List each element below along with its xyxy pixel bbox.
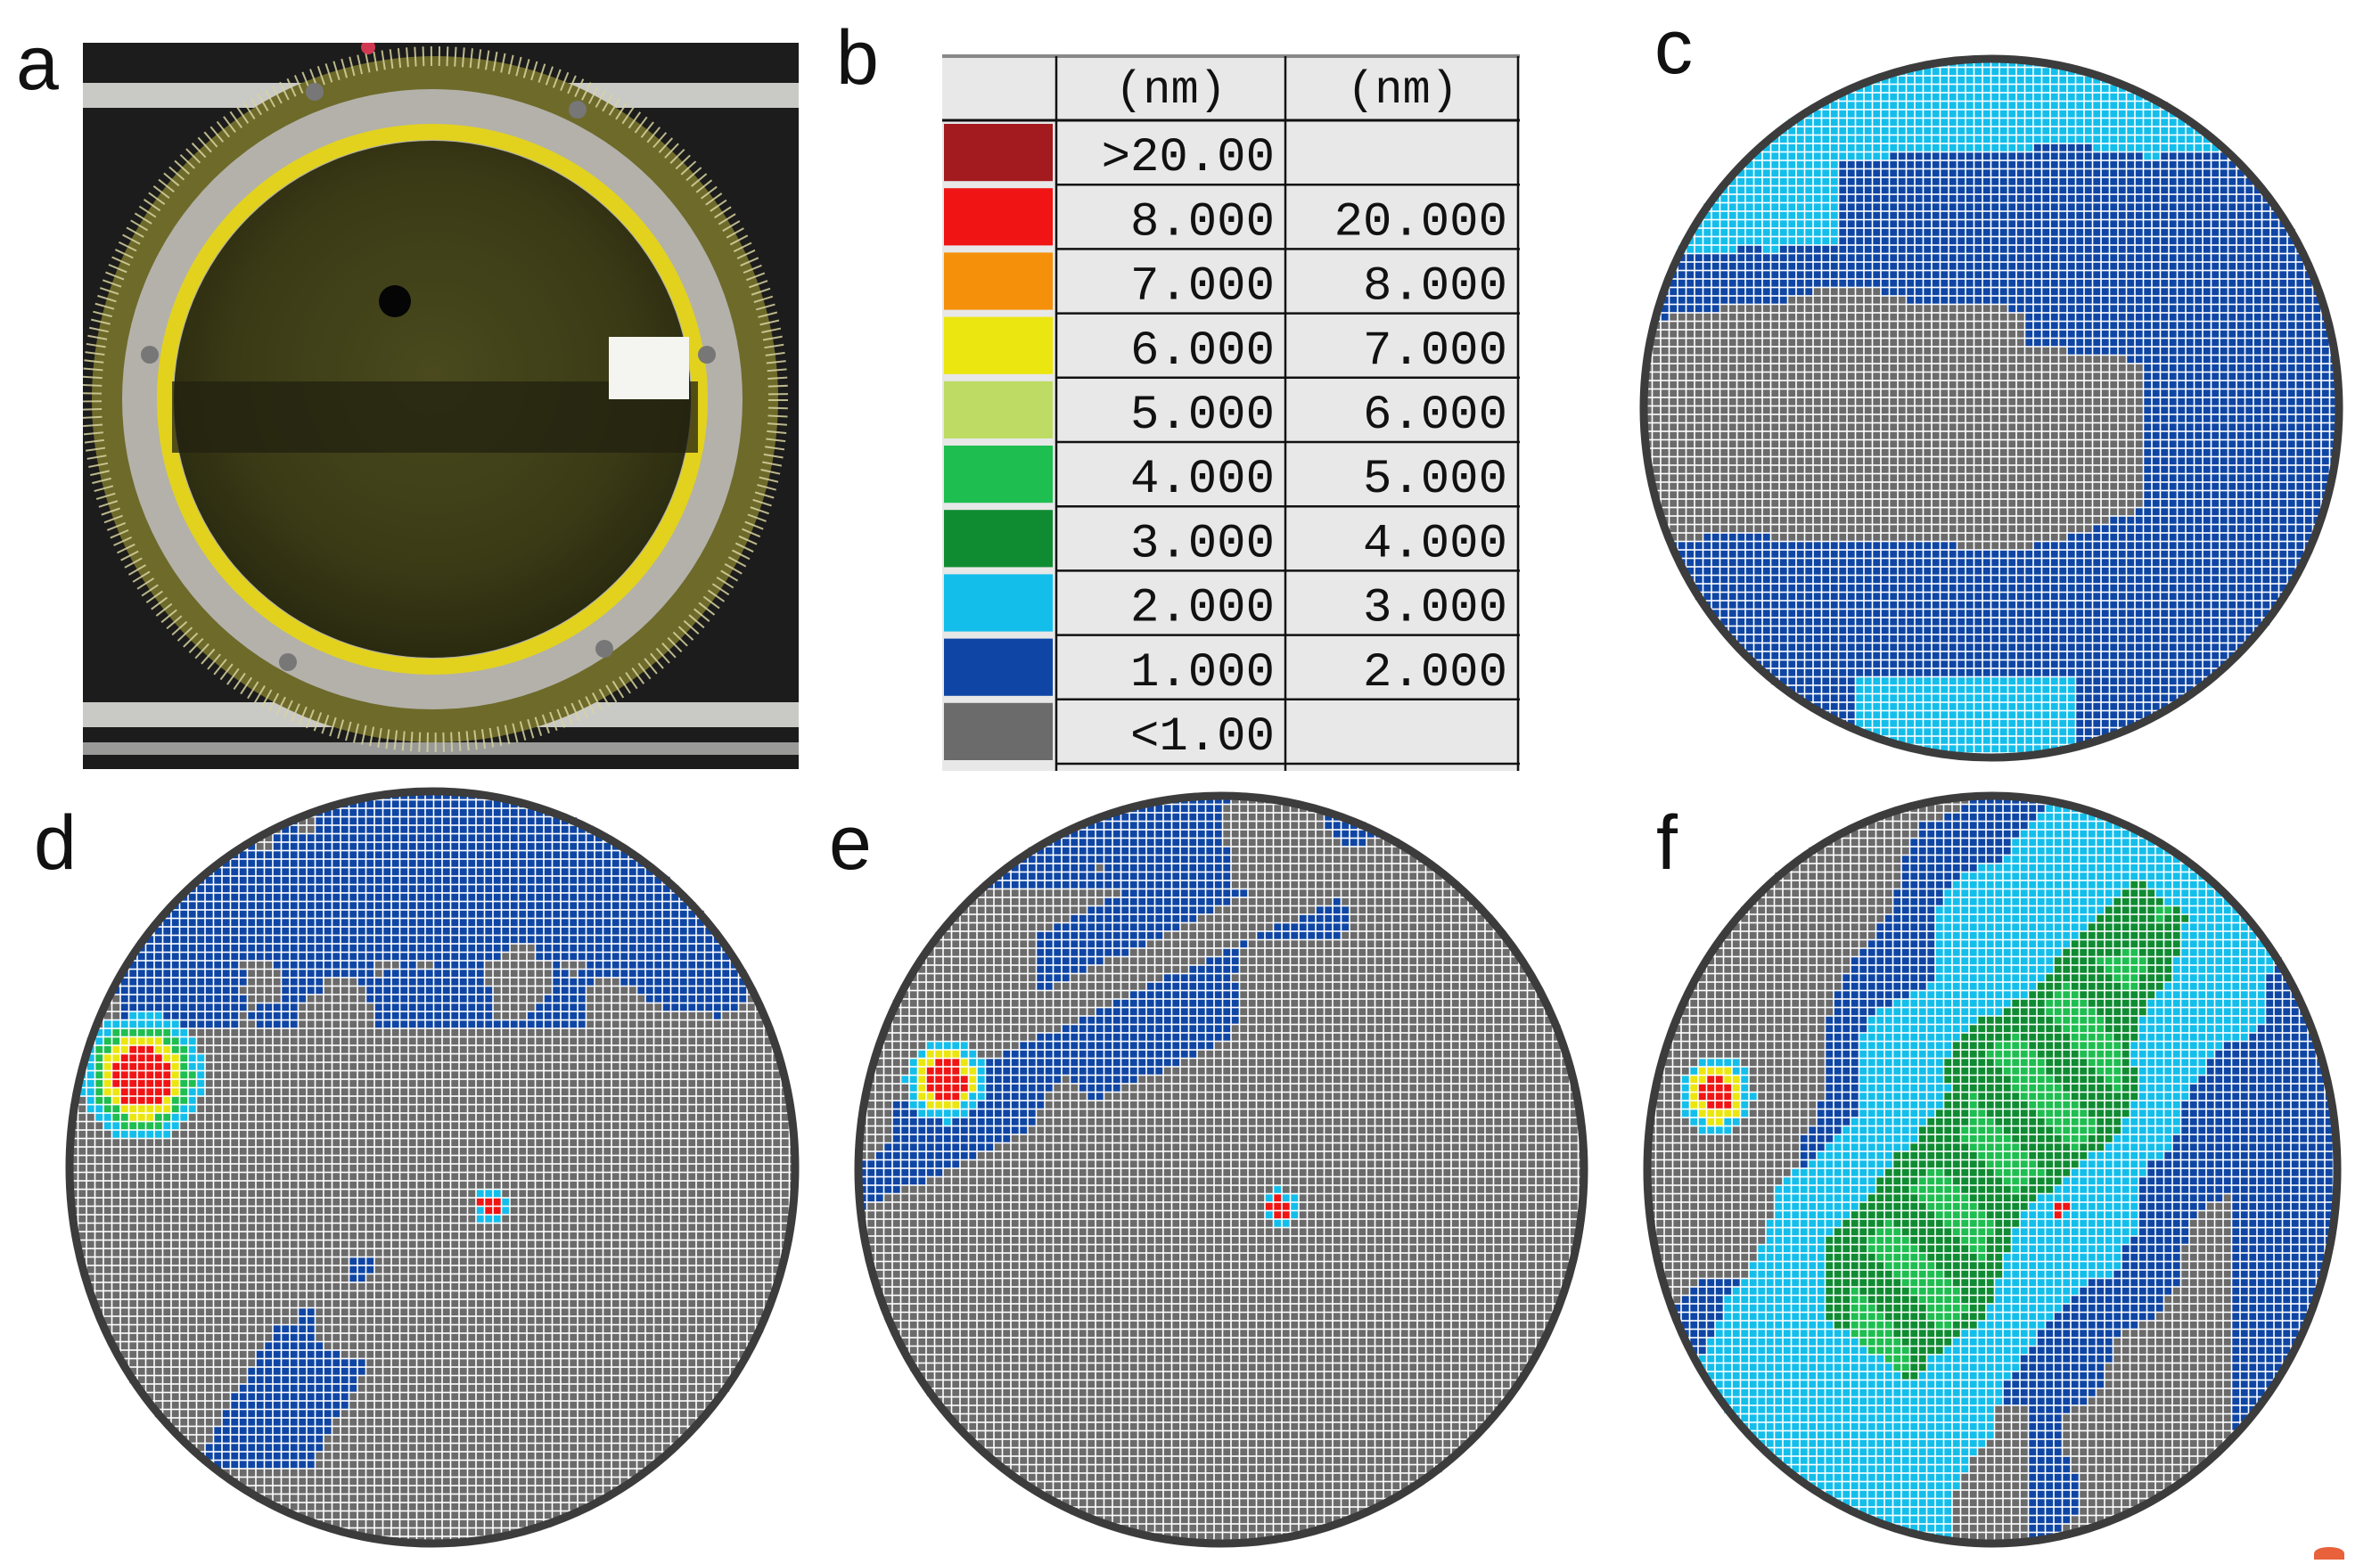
thickness-map-d — [65, 787, 800, 1548]
legend-swatch — [944, 702, 1053, 760]
legend-swatch — [944, 381, 1053, 438]
legend-min-value: 2.000 — [1130, 582, 1275, 636]
thickness-map-e — [854, 791, 1588, 1548]
legend-min-value: 8.000 — [1130, 195, 1275, 250]
legend-min-value: >20.00 — [1102, 131, 1275, 185]
legend-swatch — [944, 510, 1053, 568]
panel-label-d: d — [34, 805, 77, 881]
legend-swatch — [944, 316, 1053, 374]
legend-max-value: 7.000 — [1363, 324, 1507, 379]
wafer-rim — [65, 787, 800, 1548]
yellow-gasket — [157, 124, 708, 675]
legend-min-value: 7.000 — [1130, 260, 1275, 315]
wafer-rim — [854, 791, 1588, 1548]
legend-swatch — [944, 446, 1053, 504]
panel-label-c: c — [1654, 9, 1693, 86]
legend-swatch — [944, 252, 1053, 310]
sample-photo — [83, 43, 799, 769]
color-legend-table: (nm) (nm) >20.00 8.000 20.000 7.000 8.000 6.000… — [942, 49, 1520, 771]
legend-max-value: 2.000 — [1363, 646, 1507, 700]
legend-swatch — [944, 124, 1053, 182]
legend-min-value: 4.000 — [1130, 453, 1275, 507]
legend-min-value: 3.000 — [1130, 517, 1275, 571]
legend-max-value: 6.000 — [1363, 389, 1507, 443]
legend-max-value: 8.000 — [1363, 260, 1507, 315]
legend-min-value: 6.000 — [1130, 324, 1275, 379]
corner-mark — [2314, 1547, 2344, 1560]
legend-max-value: 5.000 — [1363, 453, 1507, 507]
legend-swatch — [944, 574, 1053, 632]
panel-label-e: e — [829, 805, 872, 881]
panel-label-f: f — [1656, 805, 1678, 881]
thickness-map-c — [1639, 54, 2343, 762]
panel-label-a: a — [16, 25, 59, 102]
legend-min-value: 5.000 — [1130, 389, 1275, 443]
legend-header: (nm) — [1115, 64, 1227, 117]
legend-min-value: 1.000 — [1130, 646, 1275, 700]
panel-label-b: b — [836, 20, 879, 96]
legend-max-value: 3.000 — [1363, 582, 1507, 636]
legend-swatch — [944, 638, 1053, 696]
legend-max-value: 4.000 — [1363, 517, 1507, 571]
legend-header: (nm) — [1347, 64, 1458, 117]
wafer-rim — [1639, 54, 2343, 762]
legend-max-value: 20.000 — [1334, 195, 1507, 250]
wafer-rim — [1643, 791, 2342, 1548]
thickness-map-f — [1643, 791, 2342, 1548]
legend-min-value: <1.00 — [1130, 710, 1275, 765]
legend-swatch — [944, 188, 1053, 246]
